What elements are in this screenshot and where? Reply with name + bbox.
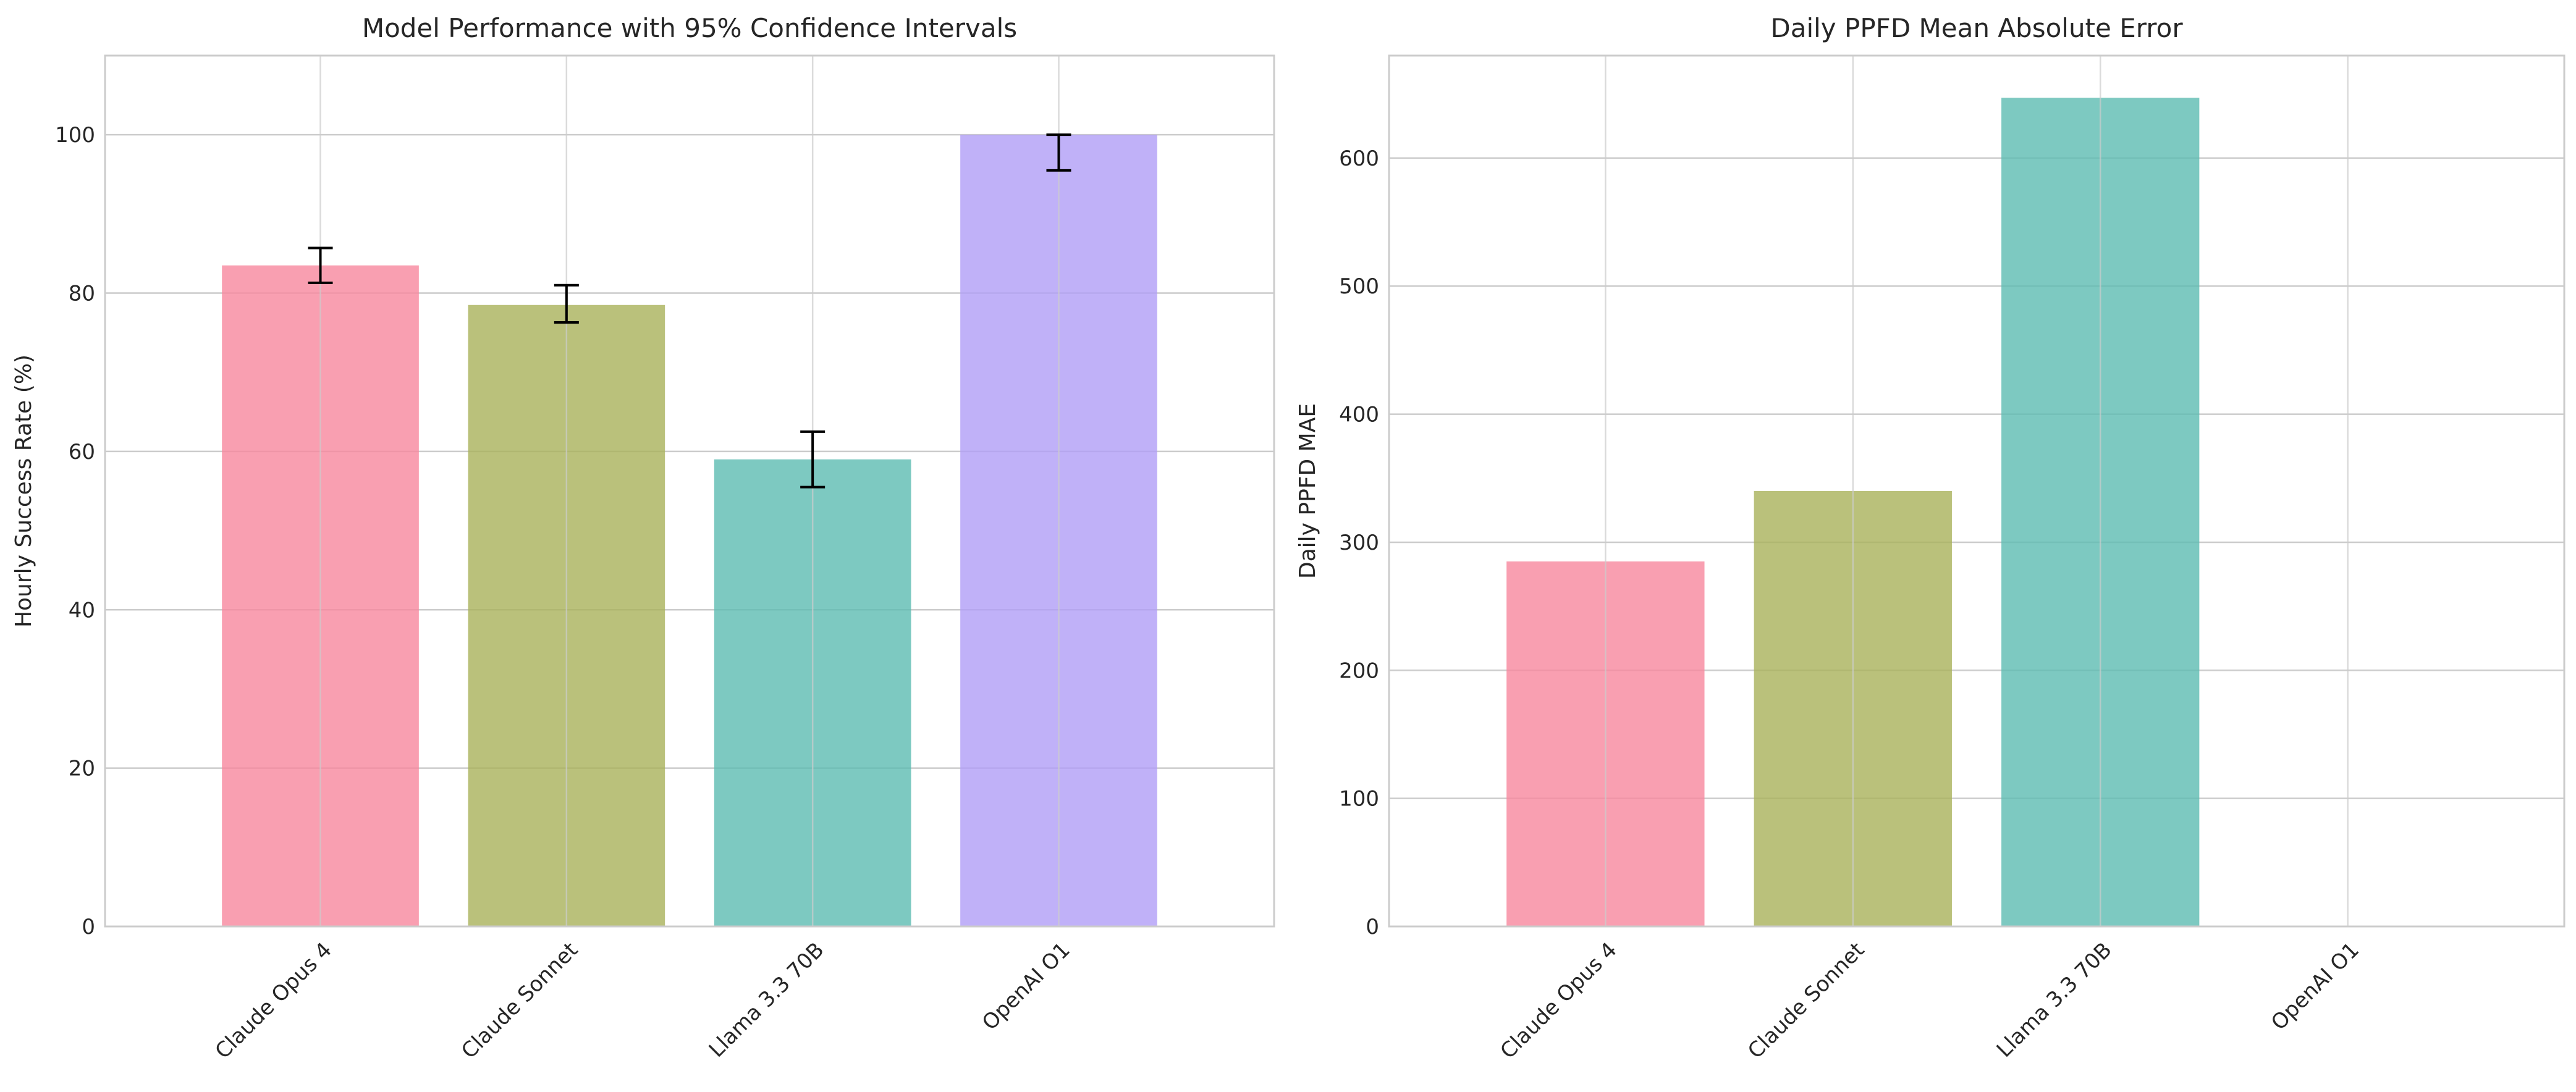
y-tick-label: 100 (1339, 787, 1379, 812)
y-tick-label: 0 (1366, 915, 1379, 939)
x-tick-label: Claude Sonnet (457, 938, 583, 1064)
y-tick-label: 400 (1339, 403, 1379, 427)
x-tick-label: Claude Sonnet (1743, 938, 1869, 1064)
chart-title: Model Performance with 95% Confidence In… (362, 13, 1017, 43)
y-tick-label: 100 (55, 123, 95, 148)
y-tick-label: 200 (1339, 658, 1379, 683)
plot-frame (1388, 54, 2565, 928)
y-tick-label: 40 (69, 598, 95, 623)
y-tick-label: 80 (69, 282, 95, 306)
x-tick-label: Llama 3.3 70B (704, 938, 829, 1062)
x-tick-label: Claude Opus 4 (1495, 938, 1621, 1064)
ppfd-mae-chart: Daily PPFD Mean Absolute Error Daily PPF… (1295, 13, 2565, 1064)
y-axis-label: Hourly Success Rate (%) (11, 355, 36, 628)
x-tick-label: OpenAI O1 (2266, 938, 2364, 1035)
y-tick-label: 20 (69, 757, 95, 781)
y-tick-label: 60 (69, 440, 95, 464)
y-tick-label: 0 (82, 915, 95, 939)
plot-frame (104, 54, 1275, 928)
x-tick-label: OpenAI O1 (978, 938, 1075, 1035)
x-tick-label: Claude Opus 4 (211, 938, 337, 1064)
y-axis-label: Daily PPFD MAE (1295, 403, 1320, 579)
chart-title: Daily PPFD Mean Absolute Error (1770, 13, 2183, 43)
y-tick-label: 300 (1339, 531, 1379, 555)
success-rate-chart: Model Performance with 95% Confidence In… (11, 13, 1275, 1064)
x-tick-label: Llama 3.3 70B (1992, 938, 2117, 1062)
y-tick-label: 600 (1339, 146, 1379, 171)
y-tick-label: 500 (1339, 274, 1379, 299)
